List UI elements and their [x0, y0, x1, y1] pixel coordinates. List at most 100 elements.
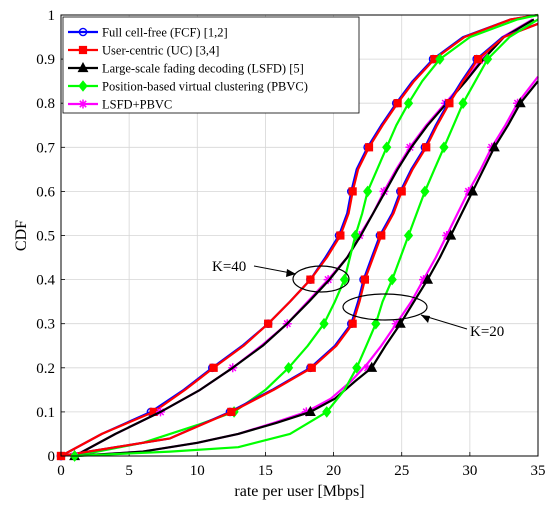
k20-ellipse [342, 293, 428, 321]
series-line [74, 18, 539, 458]
data-point-marker [473, 55, 483, 64]
data-point-marker [393, 99, 402, 108]
data-point-marker [482, 53, 493, 65]
data-point-marker [379, 186, 389, 196]
y-tick-label: 0.3 [36, 317, 55, 333]
legend: Full cell-free (FCF) [1,2] User-centric (… [62, 16, 360, 114]
series-line [74, 80, 539, 458]
y-tick-label: 0.8 [36, 96, 55, 112]
k20-label: K=20 [470, 324, 504, 340]
plot-frame [60, 14, 539, 457]
x-tick-label: 0 [57, 463, 65, 479]
data-point-marker [209, 363, 218, 372]
data-point-marker [394, 317, 406, 328]
data-point-marker [363, 363, 373, 373]
data-point-marker [419, 275, 429, 285]
data-point-marker [391, 319, 401, 329]
data-point-marker [488, 141, 500, 152]
k40-label: K=40 [212, 259, 246, 275]
x-tick-label: 30 [462, 463, 477, 479]
legend-label: Full cell-free (FCF) [1,2] [102, 26, 228, 40]
series-line [60, 13, 539, 457]
data-point-marker [405, 142, 415, 152]
y-axis-label: CDF [13, 220, 30, 251]
k20-arrowhead [421, 315, 430, 323]
y-tick-label: 0.6 [36, 184, 55, 200]
data-point-marker [350, 229, 361, 242]
data-point-marker [283, 361, 294, 374]
data-point-marker [382, 141, 392, 154]
y-tick-label: 0.1 [36, 405, 55, 421]
data-point-marker [387, 273, 397, 286]
legend-item: Full cell-free (FCF) [1,2] [68, 26, 228, 40]
legend-marker [78, 45, 88, 55]
data-point-marker [442, 231, 452, 240]
x-tick-labels: 0 5 10 15 20 25 30 35 [57, 463, 545, 479]
y-tick-label: 0.7 [36, 140, 55, 156]
data-point-marker [363, 185, 373, 198]
legend-item: User-centric (UC) [3,4] [68, 44, 219, 58]
data-point-marker [264, 319, 273, 328]
y-tick-label: 1 [48, 8, 56, 24]
data-point-marker [445, 229, 457, 240]
annotations: K=40 K=20 [212, 259, 504, 340]
legend-item: Large-scale fading decoding (LSFD) [5] [68, 62, 304, 76]
series-square-K40 [56, 13, 539, 461]
x-tick-label: 15 [258, 463, 273, 479]
data-point-marker [306, 275, 315, 284]
legend-item: LSFD+PBVC [68, 98, 172, 112]
data-point-marker [422, 143, 431, 152]
y-tick-labels: 0 0.1 0.2 0.3 0.4 0.5 0.6 0.7 0.8 0.9 1 [36, 8, 55, 465]
y-tick-label: 0 [48, 449, 56, 465]
data-point-marker [403, 97, 414, 110]
series-line [60, 22, 539, 458]
data-point-marker [301, 407, 311, 417]
data-point-marker [397, 187, 406, 196]
y-tick-label: 0.2 [36, 361, 55, 377]
data-point-marker [348, 187, 357, 196]
data-point-marker [364, 143, 374, 152]
data-point-marker [336, 231, 345, 240]
data-point-marker [371, 317, 381, 330]
data-point-marker [377, 231, 386, 240]
legend-label: User-centric (UC) [3,4] [102, 44, 219, 58]
data-point-marker [366, 361, 378, 372]
series-diamond-K40 [69, 13, 539, 462]
data-point-marker [319, 317, 329, 330]
x-axis-label: rate per user [Mbps] [234, 483, 364, 500]
series-diamond-K20 [69, 18, 539, 462]
legend-label: Position-based virtual clustering (PBVC) [102, 80, 308, 94]
series-layer [56, 13, 539, 462]
data-point-marker [514, 97, 526, 108]
data-point-marker [339, 273, 350, 286]
y-tick-label: 0.5 [36, 229, 55, 245]
legend-label: LSFD+PBVC [102, 98, 172, 112]
data-point-marker [439, 141, 449, 154]
legend-label: Large-scale fading decoding (LSFD) [5] [102, 62, 304, 76]
data-point-marker [463, 186, 473, 196]
data-point-marker [322, 406, 332, 418]
legend-marker [78, 80, 88, 92]
x-tick-label: 10 [190, 463, 205, 479]
x-tick-label: 35 [531, 463, 546, 479]
data-point-marker [352, 361, 362, 374]
data-point-marker [348, 319, 357, 328]
legend-box [62, 16, 360, 114]
k40-ellipse [292, 265, 350, 293]
data-point-marker [445, 99, 454, 108]
data-point-marker [467, 185, 479, 196]
x-tick-label: 5 [125, 463, 133, 479]
data-point-marker [403, 229, 414, 242]
data-point-marker [307, 363, 316, 372]
data-point-marker [420, 185, 430, 198]
data-point-marker [458, 97, 468, 110]
data-point-marker [422, 273, 434, 284]
legend-item: Position-based virtual clustering (PBVC) [68, 80, 308, 94]
legend-marker [77, 61, 89, 73]
legend-marker [78, 27, 88, 37]
y-tick-label: 0.4 [36, 273, 55, 289]
y-tick-label: 0.9 [36, 52, 55, 68]
data-point-marker [304, 405, 316, 416]
k40-arrowhead [286, 269, 296, 277]
